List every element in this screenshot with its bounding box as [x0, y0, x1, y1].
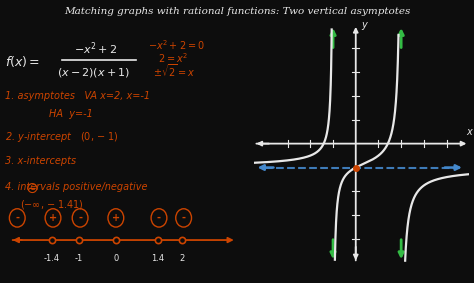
Text: -: -: [15, 213, 19, 223]
Text: 3. x-intercepts: 3. x-intercepts: [5, 156, 76, 166]
Text: 2: 2: [180, 254, 185, 263]
Text: +: +: [49, 213, 57, 223]
Text: y: y: [361, 20, 367, 30]
Text: $(-\infty, -1.41)$: $(-\infty, -1.41)$: [20, 198, 83, 211]
Text: $-x^2+2$: $-x^2+2$: [74, 40, 117, 57]
Text: $-x^2+2=0$: $-x^2+2=0$: [148, 38, 205, 52]
Text: $\ominus$: $\ominus$: [25, 181, 39, 196]
Text: $(x-2)(x+1)$: $(x-2)(x+1)$: [57, 66, 130, 79]
Text: -: -: [182, 213, 186, 223]
Text: $\pm\sqrt{2}=x$: $\pm\sqrt{2}=x$: [153, 63, 195, 79]
Text: 1. asymptotes   VA x=2, x=-1: 1. asymptotes VA x=2, x=-1: [5, 91, 150, 100]
Text: $2=x^2$: $2=x^2$: [158, 51, 188, 65]
Text: $f(x)=$: $f(x)=$: [5, 54, 40, 69]
Text: -: -: [157, 213, 161, 223]
Text: 4. intervals positive/negative: 4. intervals positive/negative: [5, 182, 147, 192]
Text: +: +: [112, 213, 120, 223]
Text: -1.4: -1.4: [44, 254, 60, 263]
Text: 1.4: 1.4: [151, 254, 164, 263]
Text: 2. y-intercept   $(0,-1)$: 2. y-intercept $(0,-1)$: [5, 130, 118, 144]
Text: 0: 0: [113, 254, 118, 263]
Text: x: x: [466, 127, 472, 137]
Text: -: -: [78, 213, 82, 223]
Text: -1: -1: [75, 254, 83, 263]
Text: HA  y=-1: HA y=-1: [49, 109, 93, 119]
Text: Matching graphs with rational functions: Two vertical asymptotes: Matching graphs with rational functions:…: [64, 7, 410, 16]
